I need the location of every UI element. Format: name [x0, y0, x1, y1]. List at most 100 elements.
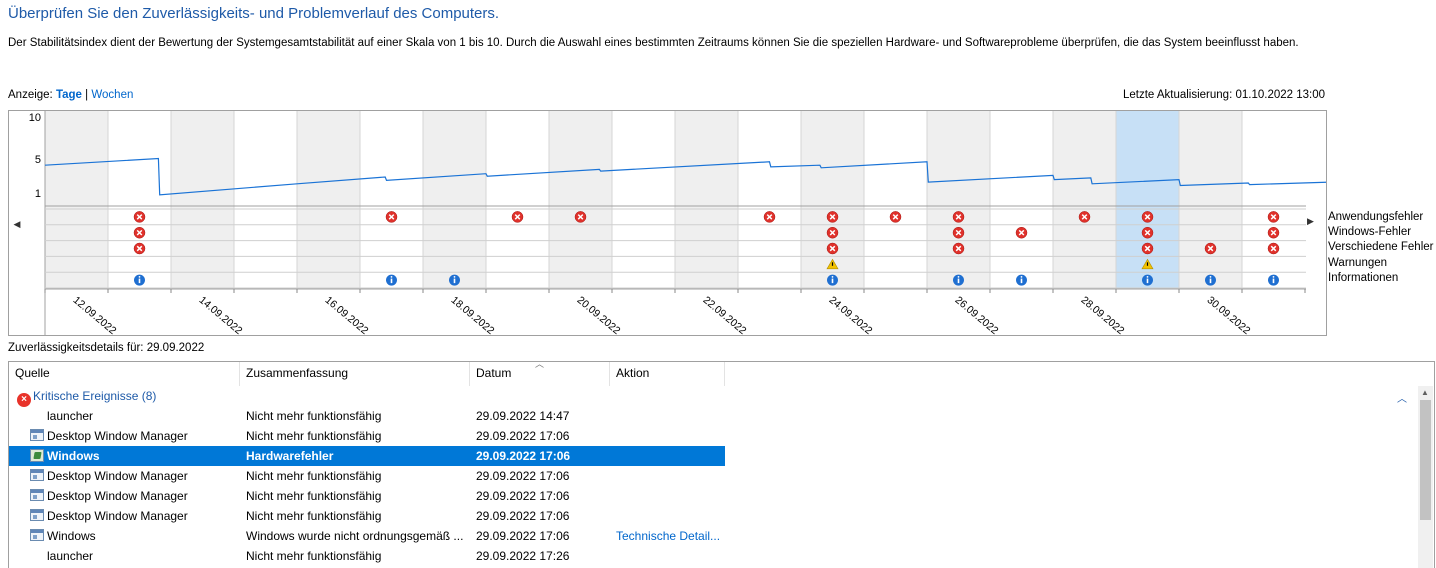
- info-icon-dot: [138, 276, 141, 278]
- row-summary: Nicht mehr funktionsfähig: [246, 549, 382, 563]
- scroll-up-icon[interactable]: ▲: [1421, 388, 1429, 397]
- column-header-summary[interactable]: Zusammenfassung: [240, 362, 470, 386]
- error-icon: ×: [17, 393, 31, 407]
- row-summary: Nicht mehr funktionsfähig: [246, 469, 382, 483]
- column-header-source[interactable]: Quelle: [9, 362, 240, 386]
- table-row[interactable]: Desktop Window Manager Nicht mehr funktio…: [9, 486, 725, 506]
- collapse-icon[interactable]: ︿: [1397, 394, 1407, 405]
- error-icon-mark: [892, 214, 899, 220]
- row-summary: Nicht mehr funktionsfähig: [246, 409, 382, 423]
- page-description: Der Stabilitätsindex dient der Bewertung…: [8, 37, 1299, 49]
- table-row[interactable]: Windows Windows wurde nicht ordnungsgemäß…: [9, 526, 725, 546]
- column-header-action[interactable]: Aktion: [610, 362, 725, 386]
- error-icon-mark: [955, 229, 962, 236]
- row-source: Windows: [47, 529, 96, 543]
- stability-index-line: [44, 157, 1326, 196]
- row-source: Desktop Window Manager: [47, 509, 188, 523]
- day-column[interactable]: [675, 111, 738, 288]
- error-icon-mark: [1270, 245, 1277, 252]
- reliability-chart-svg[interactable]: 10 5 1 12.09.2022 14.09.2022 16.09.2022 18.09.…: [9, 111, 1326, 335]
- x-date-label: 24.09.2022: [827, 294, 875, 335]
- day-column[interactable]: [549, 111, 612, 288]
- row-source: Windows: [47, 449, 100, 463]
- info-icon-mark: [1020, 278, 1023, 284]
- error-icon-mark: [136, 245, 143, 252]
- day-column[interactable]: [864, 111, 927, 288]
- table-row[interactable]: Desktop Window Manager Nicht mehr funktio…: [9, 506, 725, 526]
- day-column[interactable]: [801, 111, 864, 288]
- warning-icon-mark: [1146, 262, 1149, 266]
- error-icon-mark: [1270, 214, 1277, 220]
- column-header-date[interactable]: Datum: [470, 362, 610, 386]
- day-column[interactable]: [108, 111, 171, 288]
- x-date-label: 14.09.2022: [197, 294, 245, 335]
- windows-hardware-icon: [30, 449, 44, 462]
- x-date-label: 22.09.2022: [701, 294, 749, 335]
- application-window-icon: [30, 509, 44, 521]
- row-source: Desktop Window Manager: [47, 469, 188, 483]
- error-icon-mark: [1144, 245, 1151, 252]
- x-date-label: 30.09.2022: [1205, 294, 1253, 335]
- row-action[interactable]: Technische Detail...: [616, 529, 721, 543]
- day-column[interactable]: [1116, 111, 1179, 288]
- application-window-icon: [30, 489, 44, 501]
- day-column[interactable]: [297, 111, 360, 288]
- day-column[interactable]: [360, 111, 423, 288]
- view-weeks-link[interactable]: Wochen: [91, 89, 134, 101]
- day-column[interactable]: [45, 111, 108, 288]
- day-column[interactable]: [171, 111, 234, 288]
- info-icon-dot: [1020, 276, 1023, 278]
- chevron-right-icon[interactable]: ▶: [1307, 216, 1314, 226]
- y-tick-label: 1: [35, 188, 41, 200]
- day-column[interactable]: [927, 111, 990, 288]
- error-icon-mark: [514, 214, 521, 220]
- row-date: 29.09.2022 17:06: [476, 509, 570, 523]
- day-column[interactable]: [1053, 111, 1116, 288]
- group-critical-events[interactable]: × Kritische Ereignisse (8): [17, 388, 157, 407]
- row-summary: Nicht mehr funktionsfähig: [246, 489, 382, 503]
- info-icon-mark: [390, 278, 393, 284]
- day-column[interactable]: [612, 111, 675, 288]
- day-column[interactable]: [234, 111, 297, 288]
- info-icon-dot: [453, 276, 456, 278]
- error-icon-mark: [388, 214, 395, 220]
- day-column[interactable]: [738, 111, 801, 288]
- row-label: Windows-Fehler: [1328, 226, 1412, 239]
- table-row[interactable]: launcher Nicht mehr funktionsfähig 29.09.2…: [9, 546, 725, 566]
- day-column[interactable]: [423, 111, 486, 288]
- view-days-link[interactable]: Tage: [55, 89, 82, 101]
- table-row[interactable]: Desktop Window Manager Nicht mehr funktio…: [9, 466, 725, 486]
- table-row[interactable]: launcher Nicht mehr funktionsfähig 29.09.2…: [9, 406, 725, 426]
- group-label: Kritische Ereignisse (8): [33, 389, 157, 403]
- info-icon-mark: [1146, 278, 1149, 284]
- vertical-scrollbar[interactable]: ▲: [1418, 386, 1433, 568]
- reliability-chart[interactable]: 10 5 1 12.09.2022 14.09.2022 16.09.2022 18.09.…: [8, 110, 1327, 336]
- x-date-label: 28.09.2022: [1079, 294, 1127, 335]
- info-icon-dot: [390, 276, 393, 278]
- error-icon-mark: [766, 214, 773, 220]
- scrollbar-thumb[interactable]: [1420, 400, 1431, 520]
- day-column[interactable]: [486, 111, 549, 288]
- y-tick-label: 10: [29, 112, 41, 124]
- error-icon-mark: [1144, 214, 1151, 220]
- day-column[interactable]: [990, 111, 1053, 288]
- row-summary: Nicht mehr funktionsfähig: [246, 429, 382, 443]
- sort-up-icon: ︿: [535, 361, 545, 369]
- row-label: Warnungen: [1328, 256, 1388, 269]
- table-header: Quelle Zusammenfassung Datum Aktion ︿: [9, 362, 1434, 386]
- error-icon-mark: [829, 229, 836, 236]
- chevron-left-icon[interactable]: ◀: [13, 219, 21, 229]
- row-source: Desktop Window Manager: [47, 489, 188, 503]
- row-date: 29.09.2022 17:06: [476, 529, 570, 543]
- table-row[interactable]: Windows Hardwarefehler 29.09.2022 17:06: [9, 446, 725, 466]
- day-column[interactable]: [1242, 111, 1305, 288]
- info-icon-dot: [1146, 276, 1149, 278]
- error-icon-mark: [955, 214, 962, 220]
- y-tick-label: 5: [35, 154, 41, 166]
- info-icon-dot: [1209, 276, 1212, 278]
- error-icon-mark: [1207, 245, 1214, 252]
- details-table: Quelle Zusammenfassung Datum Aktion ︿ × K…: [8, 361, 1435, 568]
- x-date-label: 26.09.2022: [953, 294, 1001, 335]
- day-column[interactable]: [1179, 111, 1242, 288]
- table-row[interactable]: Desktop Window Manager Nicht mehr funktio…: [9, 426, 725, 446]
